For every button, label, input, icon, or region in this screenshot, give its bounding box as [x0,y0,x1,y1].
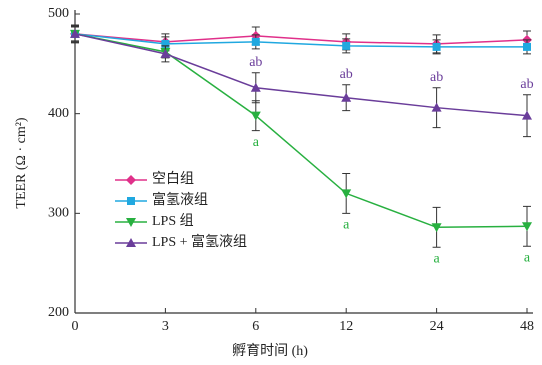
legend-marker [126,175,136,185]
y-tick-label: 300 [48,206,69,221]
x-tick-label: 48 [520,319,534,334]
legend-label: 空白组 [152,171,194,187]
data-point [523,43,531,51]
x-tick-label: 0 [72,319,79,334]
data-point [341,189,351,198]
annotation: ab [430,70,443,85]
y-tick-label: 400 [48,106,69,121]
annotation: a [433,251,440,266]
data-point [433,43,441,51]
x-tick-label: 12 [339,319,353,334]
legend-marker [127,197,135,205]
annotation: ab [340,67,353,82]
annotation: a [343,218,350,233]
y-tick-label: 500 [48,6,69,21]
y-tick-label: 200 [48,305,69,320]
annotation: a [253,135,260,150]
legend-label: LPS + 富氢液组 [152,233,247,250]
annotation: a [524,250,531,265]
legend-label: LPS 组 [152,213,194,229]
annotation: ab [249,55,262,70]
series-line [75,34,527,44]
data-point [251,83,261,92]
data-point [252,38,260,46]
series-line [75,34,527,227]
y-axis-label: TEER (Ω · cm²) [14,117,29,209]
chart: 孵育时间 (h) TEER (Ω · cm²) 200 300 400 500 0 3 6 1… [0,0,542,365]
data-point [342,42,350,50]
legend-label: 富氢液组 [152,191,208,208]
x-tick-label: 6 [252,319,259,334]
x-tick-label: 24 [430,319,444,334]
annotation: ab [520,77,533,92]
x-axis-label: 孵育时间 (h) [232,343,308,359]
x-tick-label: 3 [162,319,169,334]
